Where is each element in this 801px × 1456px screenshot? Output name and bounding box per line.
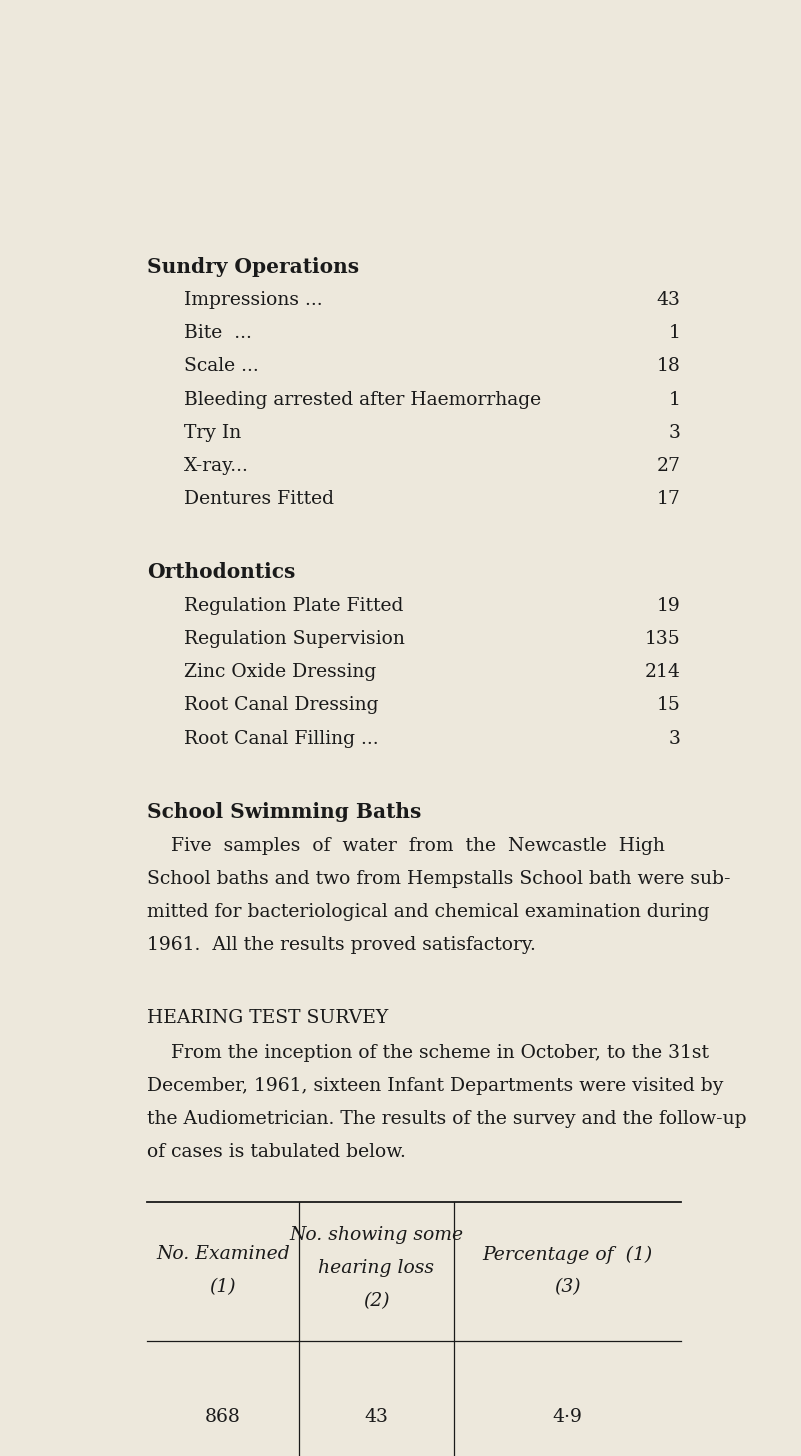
Text: 27: 27 (657, 457, 681, 475)
Text: (2): (2) (363, 1291, 389, 1310)
Text: HEARING TEST SURVEY: HEARING TEST SURVEY (147, 1009, 388, 1026)
Text: hearing loss: hearing loss (318, 1258, 434, 1277)
Text: Zinc Oxide Dressing: Zinc Oxide Dressing (184, 664, 376, 681)
Text: mitted for bacteriological and chemical examination during: mitted for bacteriological and chemical … (147, 903, 709, 922)
Text: Orthodontics: Orthodontics (147, 562, 295, 582)
Text: School baths and two from Hempstalls School bath were sub-: School baths and two from Hempstalls Sch… (147, 871, 731, 888)
Text: Bite  ...: Bite ... (184, 325, 252, 342)
Text: 214: 214 (645, 664, 681, 681)
Text: No. Examined: No. Examined (156, 1245, 290, 1264)
Text: Regulation Plate Fitted: Regulation Plate Fitted (184, 597, 404, 616)
Text: of cases is tabulated below.: of cases is tabulated below. (147, 1143, 405, 1160)
Text: No. showing some: No. showing some (289, 1226, 463, 1243)
Text: 15: 15 (657, 696, 681, 715)
Text: 17: 17 (657, 489, 681, 508)
Text: Sundry Operations: Sundry Operations (147, 256, 359, 277)
Text: 4·9: 4·9 (552, 1408, 582, 1425)
Text: 43: 43 (364, 1408, 388, 1425)
Text: Bleeding arrested after Haemorrhage: Bleeding arrested after Haemorrhage (184, 390, 541, 409)
Text: X-ray...: X-ray... (184, 457, 249, 475)
Text: Scale ...: Scale ... (184, 357, 259, 376)
Text: Impressions ...: Impressions ... (184, 291, 323, 309)
Text: Try In: Try In (184, 424, 241, 441)
Text: 3: 3 (669, 729, 681, 747)
Text: Root Canal Filling ...: Root Canal Filling ... (184, 729, 379, 747)
Text: (1): (1) (209, 1278, 236, 1296)
Text: School Swimming Baths: School Swimming Baths (147, 802, 421, 823)
Text: the Audiometrician. The results of the survey and the follow-up: the Audiometrician. The results of the s… (147, 1109, 747, 1128)
Text: 18: 18 (657, 357, 681, 376)
Text: Root Canal Dressing: Root Canal Dressing (184, 696, 378, 715)
Text: (3): (3) (553, 1278, 581, 1296)
Text: 3: 3 (669, 424, 681, 441)
Text: 1: 1 (669, 325, 681, 342)
Text: Regulation Supervision: Regulation Supervision (184, 630, 405, 648)
Text: Five  samples  of  water  from  the  Newcastle  High: Five samples of water from the Newcastle… (147, 837, 665, 855)
Text: December, 1961, sixteen Infant Departments were visited by: December, 1961, sixteen Infant Departmen… (147, 1077, 723, 1095)
Text: 43: 43 (657, 291, 681, 309)
Text: Percentage of  (1): Percentage of (1) (482, 1245, 652, 1264)
Text: 135: 135 (645, 630, 681, 648)
Text: 868: 868 (205, 1408, 240, 1425)
Text: 19: 19 (657, 597, 681, 616)
Text: 1961.  All the results proved satisfactory.: 1961. All the results proved satisfactor… (147, 936, 536, 954)
Text: 1: 1 (669, 390, 681, 409)
Text: From the inception of the scheme in October, to the 31st: From the inception of the scheme in Octo… (147, 1044, 709, 1061)
Text: Dentures Fitted: Dentures Fitted (184, 489, 334, 508)
